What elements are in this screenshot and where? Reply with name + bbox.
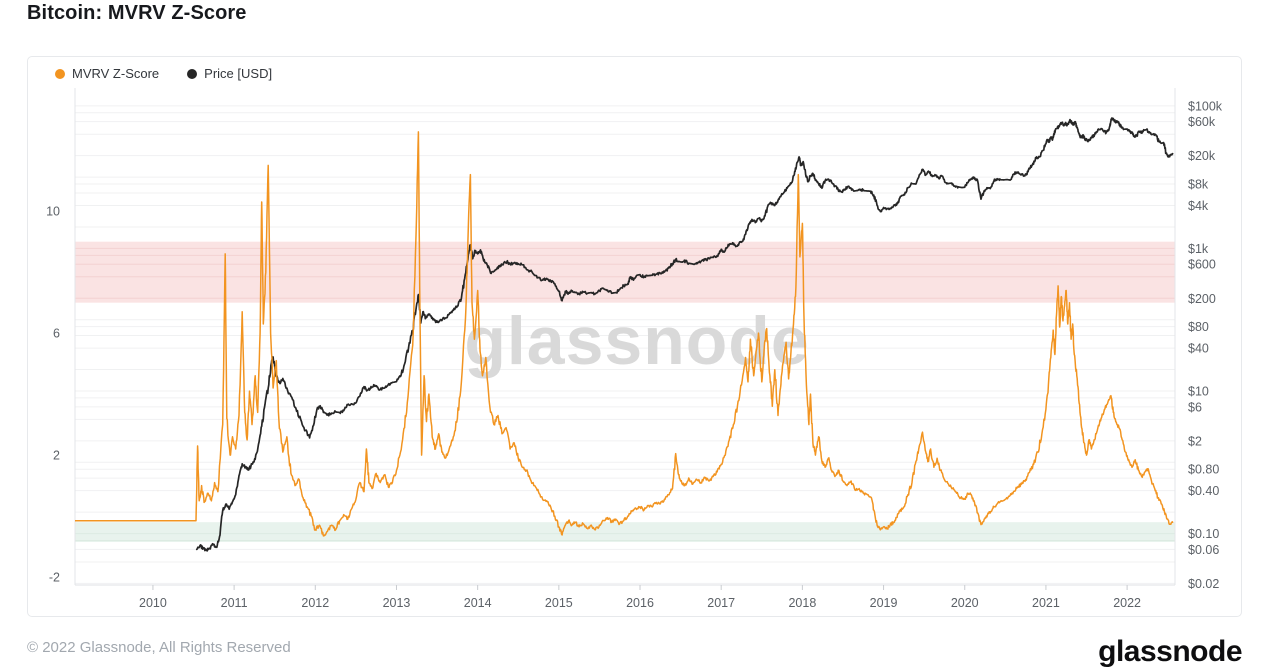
chart-legend: MVRV Z-Score Price [USD]: [55, 66, 272, 81]
legend-item-mvrv-z-score[interactable]: MVRV Z-Score: [55, 66, 159, 81]
page: Bitcoin: MVRV Z-Score glassnode 10 6 2 -2 $10…: [27, 2, 1243, 668]
right-axis-tick-label: $100k: [1188, 99, 1223, 113]
left-axis-tick-label: -2: [49, 571, 60, 585]
right-axis-tick-label: $600: [1188, 258, 1216, 272]
right-axis-tick-label: $6: [1188, 400, 1202, 414]
page-title: Bitcoin: MVRV Z-Score: [27, 2, 247, 24]
legend-label-mvrv: MVRV Z-Score: [72, 66, 160, 81]
right-axis-tick-label: $0.80: [1188, 463, 1219, 477]
price-line: [195, 117, 1174, 552]
right-axis-tick-label: $8k: [1188, 178, 1209, 192]
x-axis-tick-label: 2014: [464, 596, 492, 610]
legend-swatch-price-icon: [187, 68, 198, 79]
right-axis-tick-label: $1k: [1188, 242, 1209, 256]
chart-canvas: glassnode 10 6 2 -2 $100k $60k $20k $8k $4k $1k $60…: [46, 88, 1223, 610]
x-axis-tick-label: 2020: [951, 596, 979, 610]
legend-label-price: Price [USD]: [204, 66, 273, 81]
x-axis-tick-label: 2021: [1032, 596, 1060, 610]
band-undervalued-zone: [75, 522, 1175, 543]
legend-item-price-usd[interactable]: Price [USD]: [187, 66, 272, 81]
legend-swatch-mvrv-icon: [55, 68, 65, 79]
right-axis-tick-label: $4k: [1188, 199, 1209, 213]
mvrv-zscore-line: [75, 131, 1174, 537]
right-axis-tick-label: $200: [1188, 292, 1216, 306]
band-overvalued-zone: [75, 241, 1175, 303]
glassnode-watermark: glassnode: [464, 303, 809, 379]
x-axis-tick-label: 2013: [383, 596, 411, 610]
right-axis-tick-label: $0.10: [1188, 527, 1219, 541]
x-axis-tick-label: 2018: [788, 596, 816, 610]
footer-copyright: © 2022 Glassnode, All Rights Reserved: [27, 639, 291, 656]
x-axis-tick-label: 2019: [870, 596, 898, 610]
x-axis-tick-label: 2015: [545, 596, 573, 610]
left-axis-tick-label: 6: [53, 327, 60, 341]
right-axis-tick-label: $0.02: [1188, 577, 1219, 591]
right-axis-tick-label: $40: [1188, 342, 1209, 356]
left-axis-tick-label: 10: [46, 205, 60, 219]
right-axis-tick-label: $0.40: [1188, 484, 1219, 498]
right-axis-tick-label: $2: [1188, 434, 1202, 448]
x-axis-tick-label: 2010: [139, 596, 167, 610]
left-axis-tick-label: 2: [53, 449, 60, 463]
x-axis-tick-label: 2012: [301, 596, 329, 610]
right-axis-tick-label: $10: [1188, 385, 1209, 399]
x-axis-tick-label: 2016: [626, 596, 654, 610]
x-axis-tick-label: 2011: [221, 596, 248, 610]
right-axis-tick-label: $60k: [1188, 115, 1216, 129]
x-axis-tick-label: 2022: [1113, 596, 1141, 610]
x-axis-tick-label: 2017: [707, 596, 735, 610]
right-axis-tick-label: $20k: [1188, 149, 1216, 163]
right-axis-tick-label: $80: [1188, 320, 1209, 334]
right-axis-tick-label: $0.06: [1188, 543, 1219, 557]
